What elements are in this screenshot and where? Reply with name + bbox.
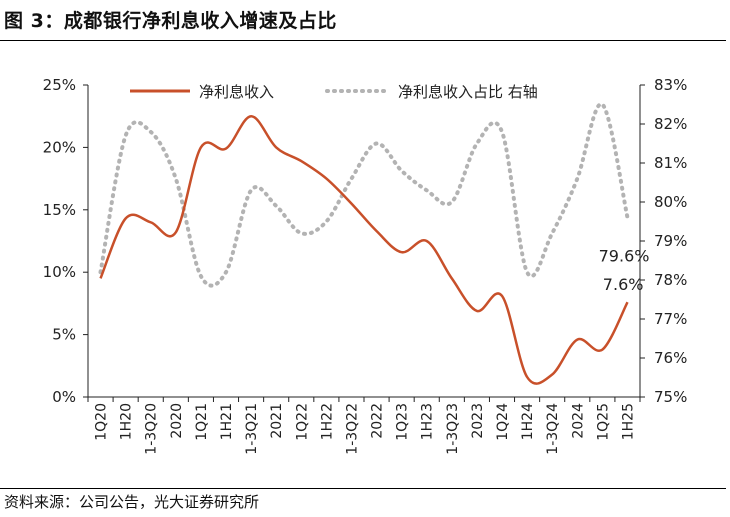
point-share-right-axis xyxy=(576,178,578,180)
point-net-interest-income xyxy=(526,376,528,378)
left-tick-label: 25% xyxy=(43,76,76,94)
x-tick-label: 1H24 xyxy=(520,403,536,440)
x-tick-label: 1H20 xyxy=(119,403,135,440)
x-tick-label: 1H25 xyxy=(620,403,636,440)
point-net-interest-income xyxy=(100,277,102,279)
point-share-right-axis xyxy=(250,189,252,191)
point-share-right-axis xyxy=(350,178,352,180)
x-tick-label: 1-3Q24 xyxy=(545,403,561,455)
point-net-interest-income xyxy=(551,374,553,376)
x-tick-label: 1H23 xyxy=(420,403,436,440)
x-tick-label: 1H21 xyxy=(219,403,235,440)
right-tick-label: 76% xyxy=(654,349,687,367)
point-share-right-axis xyxy=(150,131,152,133)
point-net-interest-income xyxy=(300,160,302,162)
x-tick-label: 1-3Q20 xyxy=(144,403,160,455)
x-axis-ticks: 1Q20 1H20 1-3Q20 2020 1Q21 1H21 1-3Q21 2021 1Q22… xyxy=(87,397,641,455)
series-line-share-right-axis xyxy=(98,102,630,288)
point-net-interest-income xyxy=(426,240,428,242)
x-tick-label: 2024 xyxy=(570,403,586,439)
legend: 净利息收入 净利息收入占比 右轴 xyxy=(130,83,538,101)
point-share-right-axis xyxy=(125,135,127,137)
x-tick-label: 1Q21 xyxy=(194,403,210,441)
x-tick-label: 1Q22 xyxy=(294,403,310,441)
point-share-right-axis xyxy=(626,217,628,219)
right-axis-ticks: 75% 76% 77% 78% 79% 80% 81% 82% 83% xyxy=(640,76,687,406)
left-tick-label: 15% xyxy=(43,201,76,219)
right-tick-label: 79% xyxy=(654,232,687,250)
point-share-right-axis xyxy=(100,271,102,273)
point-net-interest-income xyxy=(451,277,453,279)
point-share-right-axis xyxy=(376,143,378,145)
point-share-right-axis xyxy=(426,189,428,191)
point-net-interest-income xyxy=(350,203,352,205)
point-net-interest-income xyxy=(200,146,202,148)
left-axis-ticks: 0% 5% 10% 15% 20% 25% xyxy=(43,76,88,406)
source-rule xyxy=(0,488,726,489)
x-tick-label: 2022 xyxy=(370,403,386,439)
point-share-right-axis xyxy=(275,205,277,207)
point-net-interest-income xyxy=(225,148,227,150)
point-net-interest-income xyxy=(250,115,252,117)
right-tick-label: 83% xyxy=(654,76,687,94)
point-net-interest-income xyxy=(325,178,327,180)
x-tick-label: 1Q25 xyxy=(595,403,611,441)
point-share-right-axis xyxy=(300,232,302,234)
legend-label-share-right-axis: 净利息收入占比 右轴 xyxy=(398,83,538,101)
point-net-interest-income xyxy=(401,251,403,253)
right-tick-label: 78% xyxy=(654,271,687,289)
series-line-net-interest-income xyxy=(99,114,629,385)
right-tick-label: 75% xyxy=(654,388,687,406)
point-net-interest-income xyxy=(476,310,478,312)
left-tick-label: 20% xyxy=(43,138,76,156)
point-share-right-axis xyxy=(401,170,403,172)
x-tick-label: 1-3Q23 xyxy=(445,403,461,455)
x-tick-label: 1Q20 xyxy=(94,403,110,441)
point-net-interest-income xyxy=(626,301,628,303)
x-tick-label: 2023 xyxy=(470,403,486,439)
point-net-interest-income xyxy=(275,146,277,148)
left-tick-label: 0% xyxy=(52,388,76,406)
right-tick-label: 80% xyxy=(654,193,687,211)
series-layer xyxy=(98,102,630,385)
x-tick-label: 1-3Q21 xyxy=(244,403,260,455)
point-share-right-axis xyxy=(451,201,453,203)
point-share-right-axis xyxy=(501,131,503,133)
point-share-right-axis xyxy=(476,143,478,145)
point-net-interest-income xyxy=(601,349,603,351)
point-net-interest-income xyxy=(175,231,177,233)
point-net-interest-income xyxy=(501,295,503,297)
legend-label-net-interest-income: 净利息收入 xyxy=(199,83,274,101)
point-net-interest-income xyxy=(576,339,578,341)
point-share-right-axis xyxy=(200,275,202,277)
annotation-growth-latest: 7.6% xyxy=(603,275,644,294)
left-tick-label: 10% xyxy=(43,263,76,281)
point-net-interest-income xyxy=(376,230,378,232)
left-tick-label: 5% xyxy=(52,326,76,344)
x-tick-label: 1Q23 xyxy=(395,403,411,441)
annotation-share-latest: 79.6% xyxy=(599,247,650,266)
point-share-right-axis xyxy=(325,221,327,223)
x-tick-label: 2021 xyxy=(269,403,285,439)
source-note: 资料来源：公司公告，光大证券研究所 xyxy=(4,493,260,511)
point-net-interest-income xyxy=(150,221,152,223)
x-tick-label: 1H22 xyxy=(319,403,335,440)
x-tick-label: 1Q24 xyxy=(495,403,511,441)
point-share-right-axis xyxy=(175,178,177,180)
title-rule xyxy=(0,40,726,41)
point-net-interest-income xyxy=(125,218,127,220)
point-share-right-axis xyxy=(601,104,603,106)
right-tick-label: 81% xyxy=(654,154,687,172)
annotations: 79.6% 7.6% xyxy=(599,247,650,295)
figure-title: 图 3：成都银行净利息收入增速及占比 xyxy=(4,10,337,32)
right-tick-label: 77% xyxy=(654,310,687,328)
x-tick-label: 2020 xyxy=(169,403,185,439)
point-share-right-axis xyxy=(526,271,528,273)
point-share-right-axis xyxy=(225,271,227,273)
x-tick-label: 1-3Q22 xyxy=(344,403,360,455)
right-tick-label: 82% xyxy=(654,115,687,133)
point-share-right-axis xyxy=(551,232,553,234)
